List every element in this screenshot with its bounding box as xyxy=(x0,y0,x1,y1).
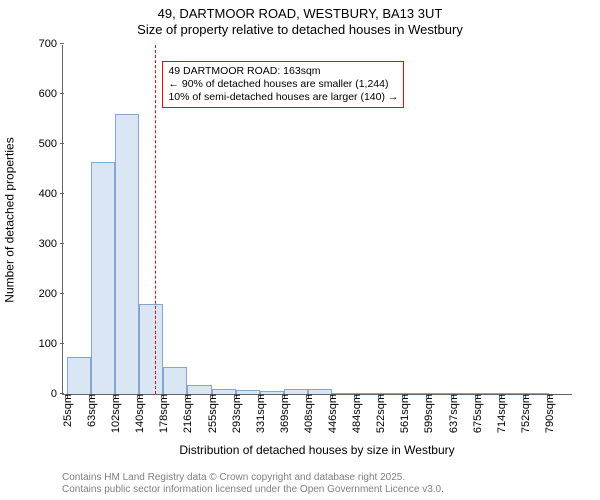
histogram-bar xyxy=(380,393,404,394)
annotation-box: 49 DARTMOOR ROAD: 163sqm← 90% of detache… xyxy=(162,61,404,108)
x-tick-label: 178sqm xyxy=(156,394,170,433)
histogram-bar xyxy=(260,391,284,394)
x-tick-label: 408sqm xyxy=(301,394,315,433)
x-tick-label: 675sqm xyxy=(470,394,484,433)
y-tick-label: 300 xyxy=(39,238,63,250)
chart-container: 49, DARTMOOR ROAD, WESTBURY, BA13 3UT Si… xyxy=(0,0,600,500)
y-axis-label: Number of detached properties xyxy=(0,45,20,395)
histogram-bar xyxy=(477,393,501,394)
histogram-bar xyxy=(356,393,380,394)
histogram-bar xyxy=(67,357,91,395)
x-tick-label: 637sqm xyxy=(446,394,460,433)
histogram-bar xyxy=(428,393,452,394)
annotation-line: 10% of semi-detached houses are larger (… xyxy=(168,91,398,104)
y-tick-label: 700 xyxy=(39,38,63,50)
histogram-bar xyxy=(139,304,163,394)
reference-line xyxy=(155,45,156,394)
x-tick-label: 140sqm xyxy=(132,394,146,433)
x-tick-label: 714sqm xyxy=(494,394,508,433)
annotation-line: 49 DARTMOOR ROAD: 163sqm xyxy=(168,65,398,78)
annotation-line: ← 90% of detached houses are smaller (1,… xyxy=(168,78,398,91)
y-tick-label: 500 xyxy=(39,138,63,150)
y-tick-label: 100 xyxy=(39,338,63,350)
histogram-bar xyxy=(525,393,549,394)
histogram-bar xyxy=(115,114,139,394)
y-tick-label: 400 xyxy=(39,188,63,200)
chart-title-line1: 49, DARTMOOR ROAD, WESTBURY, BA13 3UT xyxy=(0,6,600,21)
x-tick-label: 484sqm xyxy=(349,394,363,433)
y-tick-label: 600 xyxy=(39,88,63,100)
x-tick-label: 63sqm xyxy=(84,394,98,427)
x-tick-label: 25sqm xyxy=(60,394,74,427)
histogram-bar xyxy=(163,367,187,395)
x-tick-label: 599sqm xyxy=(421,394,435,433)
x-tick-label: 446sqm xyxy=(325,394,339,433)
histogram-bar xyxy=(187,385,211,394)
histogram-bar xyxy=(404,393,428,394)
attribution-line: Contains public sector information licen… xyxy=(62,484,444,496)
x-tick-label: 561sqm xyxy=(397,394,411,433)
x-tick-label: 102sqm xyxy=(108,394,122,433)
x-tick-label: 255sqm xyxy=(205,394,219,433)
attribution-text: Contains HM Land Registry data © Crown c… xyxy=(62,472,444,496)
x-tick-label: 216sqm xyxy=(180,394,194,433)
x-axis-label: Distribution of detached houses by size … xyxy=(62,443,572,457)
y-tick-label: 200 xyxy=(39,288,63,300)
x-tick-label: 369sqm xyxy=(277,394,291,433)
histogram-bar xyxy=(212,389,236,394)
histogram-bar xyxy=(332,393,356,395)
histogram-bar xyxy=(284,389,308,394)
x-tick-label: 790sqm xyxy=(542,394,556,433)
histogram-bar xyxy=(501,393,525,394)
x-tick-label: 331sqm xyxy=(253,394,267,433)
x-tick-label: 752sqm xyxy=(518,394,532,433)
x-tick-label: 293sqm xyxy=(229,394,243,433)
chart-title-line2: Size of property relative to detached ho… xyxy=(0,22,600,37)
plot-area: 010020030040050060070025sqm63sqm102sqm14… xyxy=(62,45,572,395)
histogram-bar xyxy=(308,389,332,394)
x-tick-label: 522sqm xyxy=(373,394,387,433)
histogram-bar xyxy=(453,393,477,394)
histogram-bar xyxy=(91,162,115,395)
histogram-bar xyxy=(236,390,260,394)
attribution-line: Contains HM Land Registry data © Crown c… xyxy=(62,472,444,484)
